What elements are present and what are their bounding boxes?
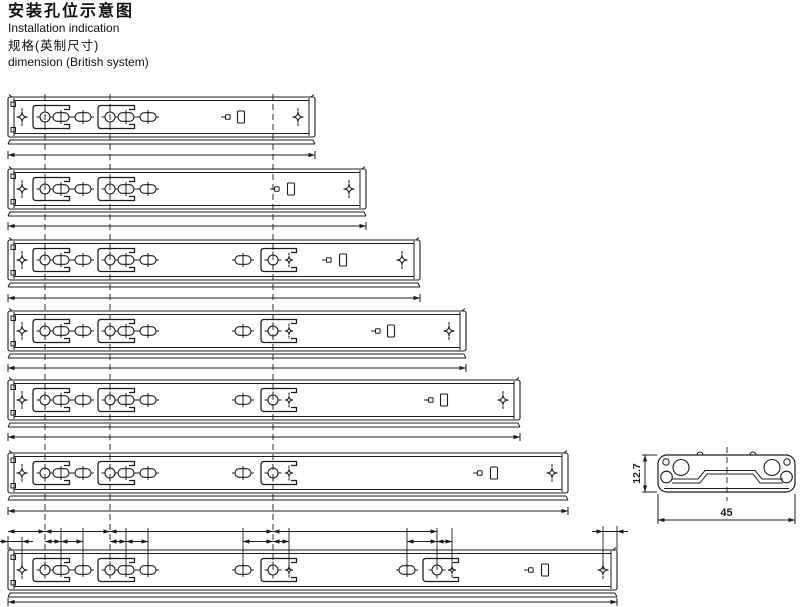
title-block: 安装孔位示意图 Installation indication 规格(英制尺寸)…	[8, 2, 149, 70]
svg-text:45: 45	[720, 507, 732, 519]
page-subtitle-zh: 规格(英制尺寸)	[8, 39, 100, 53]
page-title-zh: 安装孔位示意图	[8, 3, 135, 20]
svg-text:12.7: 12.7	[631, 463, 643, 484]
page-subtitle-en: dimension (British system)	[8, 55, 149, 69]
page-title-en: Installation indication	[8, 21, 120, 35]
